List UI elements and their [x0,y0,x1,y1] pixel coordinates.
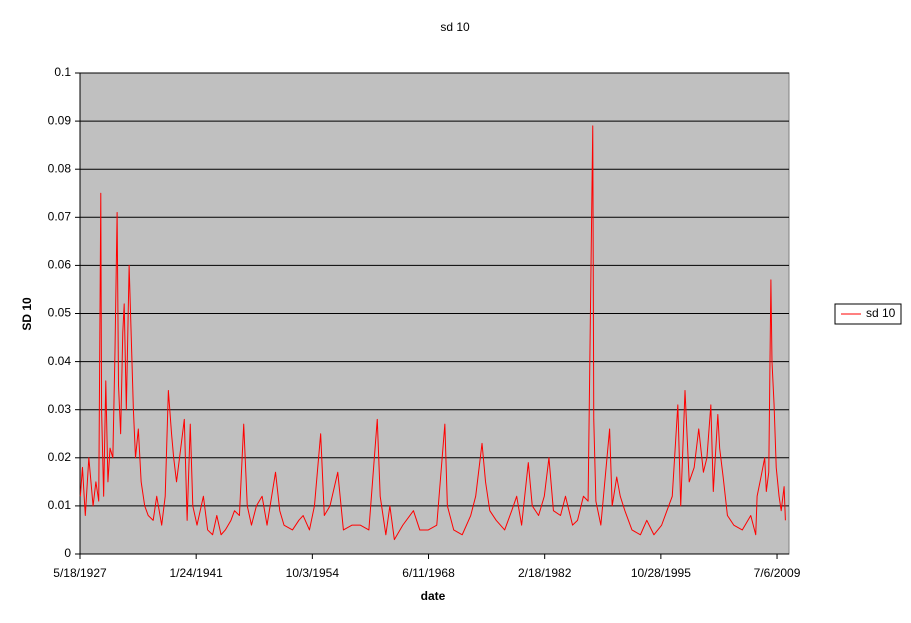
x-tick-label: 7/6/2009 [754,566,801,580]
y-tick-label: 0.06 [48,258,72,272]
x-tick-label: 6/11/1968 [402,566,455,580]
x-tick-label: 2/18/1982 [518,566,572,580]
y-tick-label: 0.07 [48,209,72,223]
y-tick-label: 0.05 [48,306,72,320]
y-tick-label: 0.04 [48,354,72,368]
x-axis-label: date [421,589,446,603]
y-tick-label: 0 [64,546,71,560]
legend-label: sd 10 [866,306,896,320]
y-axis-label: SD 10 [20,297,34,331]
y-tick-label: 0.01 [48,498,72,512]
y-tick-label: 0.03 [48,402,72,416]
y-tick-label: 0.09 [48,113,72,127]
y-tick-label: 0.08 [48,161,72,175]
x-tick-label: 10/28/1995 [631,566,691,580]
y-tick-label: 0.02 [48,450,72,464]
legend [834,303,902,325]
x-tick-label: 1/24/1941 [169,566,223,580]
data-line [79,125,786,541]
y-tick-label: 0.1 [54,65,71,79]
x-tick-label: 5/18/1927 [53,566,107,580]
x-tick-label: 10/3/1954 [286,566,340,580]
chart-title: sd 10 [440,20,470,34]
